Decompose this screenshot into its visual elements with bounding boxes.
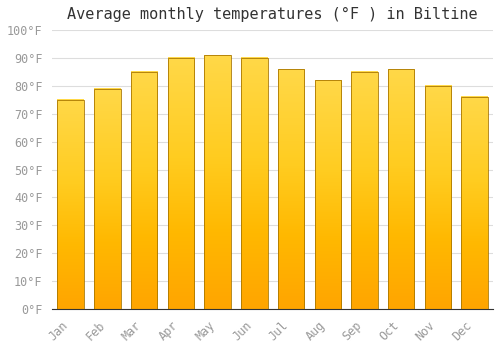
Bar <box>462 97 488 309</box>
Title: Average monthly temperatures (°F ) in Biltine: Average monthly temperatures (°F ) in Bi… <box>68 7 478 22</box>
Bar <box>168 58 194 309</box>
Bar <box>204 55 231 309</box>
Bar <box>278 69 304 309</box>
Bar <box>388 69 414 309</box>
Bar <box>314 80 341 309</box>
Bar <box>58 100 84 309</box>
Bar <box>352 72 378 309</box>
Bar <box>241 58 268 309</box>
Bar <box>94 89 120 309</box>
Bar <box>131 72 158 309</box>
Bar <box>424 86 451 309</box>
